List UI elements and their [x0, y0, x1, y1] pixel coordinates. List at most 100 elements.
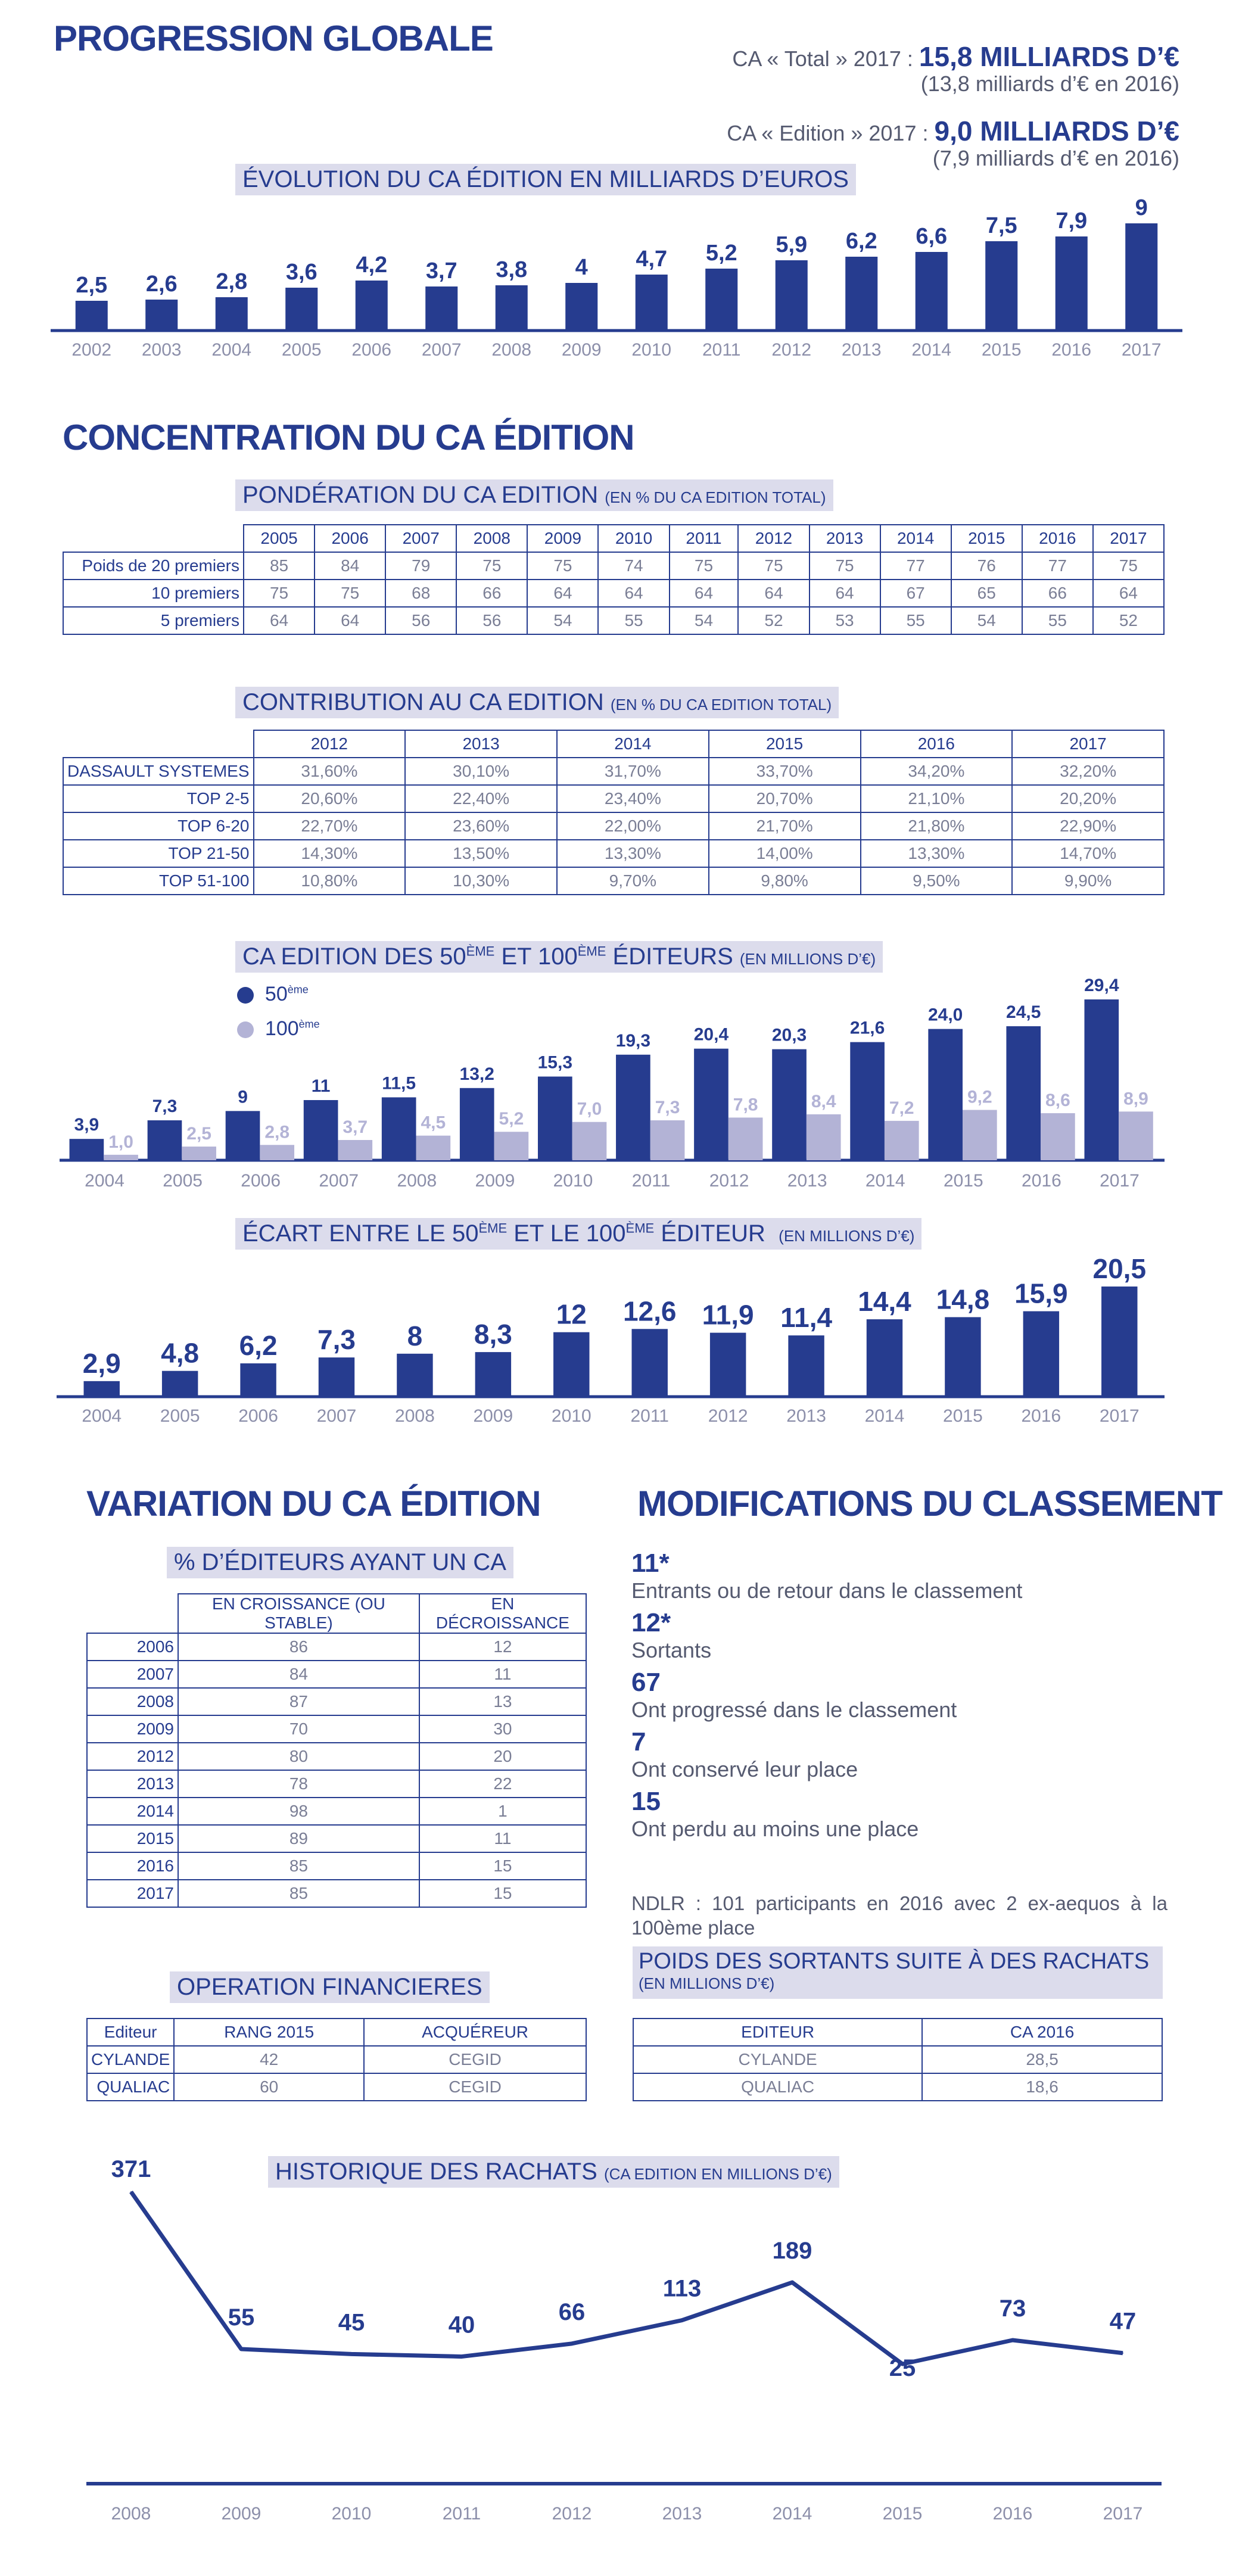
row-label: TOP 51-100: [63, 867, 254, 895]
table-cell: 20,20%: [1011, 784, 1165, 813]
stat-value: 7: [631, 1727, 646, 1756]
row-label: 2007: [86, 1660, 179, 1689]
table-cell: 31,70%: [556, 757, 709, 786]
line-point: [571, 2343, 572, 2344]
column-header: 2007: [385, 524, 457, 553]
table-cell: 74: [597, 552, 670, 580]
bar-value-label: 7,3: [317, 1324, 356, 1355]
table-row: DASSAULT SYSTEMES 31,60% 30,10% 31,70% 33,70…: [63, 757, 1165, 786]
x-tick-label: 2012: [708, 1406, 748, 1426]
bar: [83, 1381, 120, 1397]
total-ca-label: CA « Total » 2017 :: [732, 46, 919, 71]
column-header: 2016: [1021, 524, 1094, 553]
contribution-table: 2012 2013 2014 2015 2016 2017 DASSAULT SYSTEME…: [63, 730, 1165, 895]
bar-100: [104, 1154, 138, 1160]
table-cell: 13,30%: [556, 839, 709, 868]
bar-value-label: 3,8: [496, 257, 527, 282]
contribution-subtitle: (EN % DU CA EDITION TOTAL): [610, 696, 832, 714]
title-progression-globale: PROGRESSION GLOBALE: [54, 18, 494, 58]
table-cell: 42: [173, 2045, 365, 2074]
bar-50: [1006, 1026, 1041, 1160]
table-cell: 31,60%: [253, 757, 406, 786]
ndlr-note: NDLR : 101 participants en 2016 avec 2 e…: [631, 1892, 1167, 1939]
bar-100-label: 7,2: [889, 1098, 914, 1118]
bar-value-label: 3,6: [286, 260, 317, 285]
title-variation: VARIATION DU CA ÉDITION: [86, 1484, 541, 1524]
column-header: 2010: [597, 524, 670, 553]
legend-100: 100ème: [237, 1017, 320, 1041]
x-tick-label: 2015: [944, 1171, 983, 1191]
contribution-title: CONTRIBUTION AU CA EDITION (EN % DU CA E…: [235, 687, 839, 718]
poids-sortants-table: EDITEUR CA 2016 CYLANDE 28,5 QUALIAC 18,6: [632, 2018, 1163, 2101]
table-cell: 23,40%: [556, 784, 709, 813]
table-cell: 85: [242, 552, 316, 580]
table-cell: 84: [314, 552, 387, 580]
title-modifications: MODIFICATIONS DU CLASSEMENT: [637, 1484, 1223, 1524]
legend-100-sup: ème: [298, 1018, 320, 1030]
table-cell: 22,40%: [404, 784, 558, 813]
x-tick-label: 2004: [85, 1171, 124, 1191]
bar: [145, 300, 178, 331]
table-cell: 20,70%: [708, 784, 861, 813]
bar-100: [260, 1145, 295, 1160]
bar-50-label: 15,3: [538, 1052, 572, 1072]
x-tick-label: 2008: [111, 2504, 151, 2524]
legend-100-label: 100: [264, 1017, 299, 1040]
table-cell: 22,00%: [556, 812, 709, 840]
table-cell: 64: [597, 579, 670, 608]
edition-ca-note: CA « Edition » 2017 : 9,0 MILLIARDS D’€: [727, 115, 1179, 147]
column-header: 2016: [860, 730, 1013, 758]
bar-value-label: 4,7: [636, 247, 667, 272]
line-point: [241, 2348, 242, 2350]
table-cell: 12: [418, 1633, 587, 1661]
bar-100: [494, 1132, 529, 1160]
evolution-chart-title: ÉVOLUTION DU CA ÉDITION EN MILLIARDS D’E…: [235, 164, 856, 195]
bar-50-label: 20,4: [694, 1025, 729, 1045]
x-tick-label: 2017: [1103, 2504, 1143, 2524]
row-label: CYLANDE: [86, 2045, 175, 2074]
bar-100: [806, 1114, 841, 1160]
table-cell: 54: [950, 606, 1023, 635]
table-cell: 87: [178, 1687, 420, 1716]
bar-50: [303, 1099, 338, 1160]
table-cell: CEGID: [363, 2073, 587, 2101]
historique-line-chart: 371 2008 55 2009 45 2010 40 2011 66 2012 113 2013 18…: [86, 2156, 1162, 2524]
table-cell: 11: [418, 1824, 587, 1853]
stat-value: 12*: [631, 1608, 671, 1637]
row-label: QUALIAC: [86, 2073, 175, 2101]
column-header: 2015: [950, 524, 1023, 553]
table-cell: 85: [178, 1852, 420, 1880]
table-row: 2007 84 11: [86, 1660, 587, 1689]
x-tick-label: 2008: [395, 1406, 435, 1426]
table-header-row: 2012 2013 2014 2015 2016 2017: [63, 730, 1165, 758]
table-row: TOP 2-5 20,60% 22,40% 23,40% 20,70% 21,10% 20,…: [63, 784, 1165, 813]
evolution-bar-chart: 2,5 2002 2,6 2003 2,8 2004 3,6 2005 4,2 2006 3,7 20…: [51, 197, 1182, 360]
x-tick-label: 2009: [473, 1406, 513, 1426]
x-tick-label: 2007: [319, 1171, 359, 1191]
x-tick-label: 2014: [773, 2504, 812, 2524]
bar: [565, 283, 598, 331]
table-cell: 21,10%: [860, 784, 1013, 813]
table-cell: 64: [527, 579, 599, 608]
table-cell: 15: [418, 1879, 587, 1908]
table-cell: 53: [808, 606, 881, 635]
point-value-label: 73: [1000, 2295, 1026, 2322]
bar-100: [728, 1117, 763, 1160]
x-tick-label: 2005: [163, 1171, 203, 1191]
bar-value-label: 2,5: [76, 273, 107, 298]
legend-50-label: 50: [264, 983, 288, 1005]
bar-100-label: 8,9: [1123, 1089, 1148, 1108]
table-row: 2015 89 11: [86, 1824, 587, 1853]
table-row: 5 premiers 64 64 56 56 54 55 54 52 53 55 54 55 52: [63, 606, 1165, 635]
bar-100-label: 8,4: [811, 1092, 836, 1111]
column-header: 2013: [404, 730, 558, 758]
bar-100: [338, 1140, 373, 1160]
bar-100-label: 2,5: [186, 1124, 211, 1144]
bar-value-label: 11,4: [780, 1302, 832, 1333]
table-cell: 67: [879, 579, 952, 608]
table-cell: 75: [314, 579, 387, 608]
operations-title: OPERATION FINANCIERES: [170, 1971, 490, 2003]
table-cell: 77: [1021, 552, 1094, 580]
x-tick-label: 2015: [883, 2504, 923, 2524]
stat-value: 67: [631, 1668, 661, 1697]
